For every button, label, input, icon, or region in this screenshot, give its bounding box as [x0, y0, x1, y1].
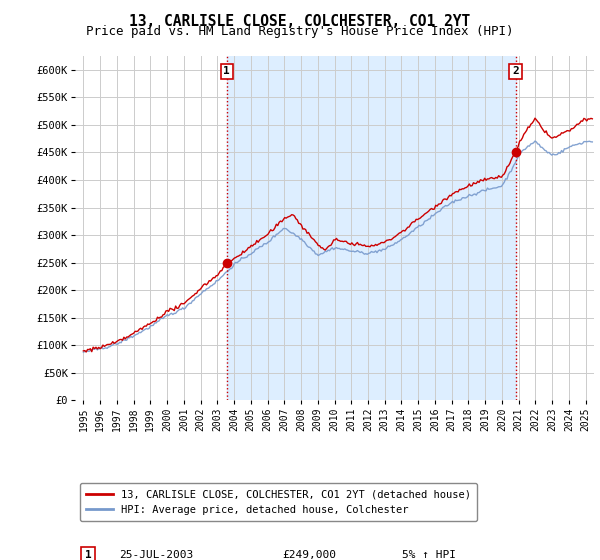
Text: 1: 1 [223, 67, 230, 77]
Text: Price paid vs. HM Land Registry's House Price Index (HPI): Price paid vs. HM Land Registry's House … [86, 25, 514, 38]
Text: 25-JUL-2003: 25-JUL-2003 [119, 550, 193, 560]
Legend: 13, CARLISLE CLOSE, COLCHESTER, CO1 2YT (detached house), HPI: Average price, de: 13, CARLISLE CLOSE, COLCHESTER, CO1 2YT … [80, 483, 477, 521]
Text: 5% ↑ HPI: 5% ↑ HPI [402, 550, 456, 560]
Text: 13, CARLISLE CLOSE, COLCHESTER, CO1 2YT: 13, CARLISLE CLOSE, COLCHESTER, CO1 2YT [130, 14, 470, 29]
Text: 2: 2 [512, 67, 519, 77]
Bar [227, 56, 515, 400]
Text: 1: 1 [85, 550, 91, 560]
Text: £249,000: £249,000 [283, 550, 337, 560]
